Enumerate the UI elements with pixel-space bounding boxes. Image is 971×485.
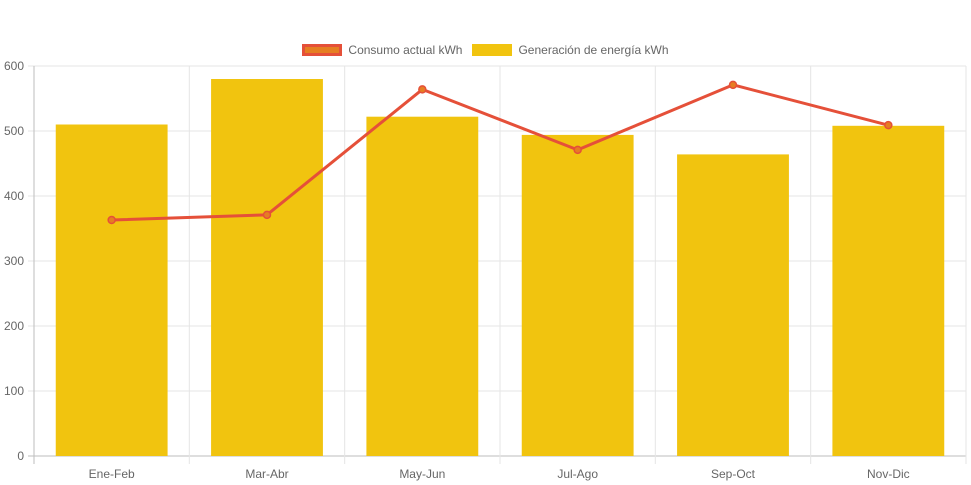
legend-swatch-consumo — [302, 44, 343, 56]
chart-legend: Consumo actual kWh Generación de energía… — [0, 40, 971, 60]
line-point — [884, 120, 893, 130]
line-point — [262, 210, 272, 220]
legend-item-generacion[interactable]: Generación de energía kWh — [472, 43, 669, 57]
x-tick-label: Ene-Feb — [89, 467, 135, 481]
y-tick-label: 600 — [4, 59, 24, 73]
bar — [832, 125, 945, 457]
bar — [366, 116, 479, 456]
y-tick-label: 400 — [4, 189, 24, 203]
y-tick-label: 0 — [17, 449, 24, 463]
y-tick-label: 500 — [4, 124, 24, 138]
series-line-consumo — [111, 83, 889, 222]
legend-swatch-generacion — [472, 44, 513, 56]
line-point — [418, 85, 427, 94]
y-tick-label: 200 — [4, 319, 24, 333]
bar — [55, 124, 168, 456]
line-point — [107, 215, 116, 225]
legend-item-consumo[interactable]: Consumo actual kWh — [302, 43, 462, 57]
x-tick-label: May-Jun — [399, 467, 445, 481]
x-tick-label: Sep-Oct — [711, 467, 756, 481]
y-tick-label: 100 — [4, 384, 24, 398]
x-tick-label: Mar-Abr — [245, 467, 288, 481]
y-tick-label: 300 — [4, 254, 24, 268]
line-point — [728, 80, 738, 90]
bar — [521, 134, 634, 456]
bar — [677, 154, 789, 456]
x-tick-label: Jul-Ago — [557, 467, 598, 481]
x-tick-label: Nov-Dic — [867, 467, 910, 481]
bar — [211, 79, 323, 456]
legend-label-generacion: Generación de energía kWh — [518, 43, 669, 57]
line-point — [573, 145, 582, 155]
legend-label-consumo: Consumo actual kWh — [348, 43, 463, 57]
